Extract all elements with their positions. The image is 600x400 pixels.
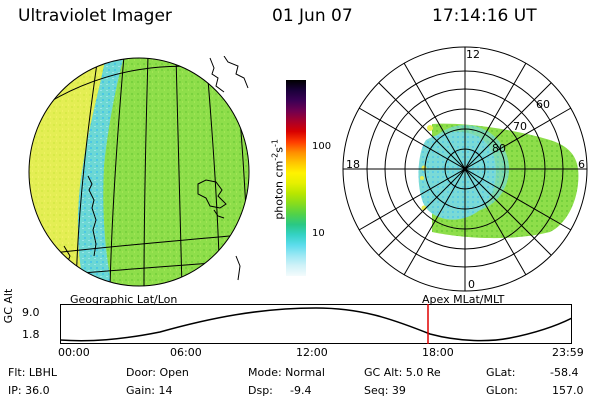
dsp-label: Dsp:	[248, 384, 273, 397]
lat-label-80: 80	[492, 142, 506, 155]
glon-label: GLon:	[486, 384, 518, 397]
mlt-label-0: 0	[468, 278, 475, 291]
left-panel-label: Geographic Lat/Lon	[70, 293, 178, 306]
color-scale-bar	[286, 80, 306, 276]
polar-plot	[342, 46, 588, 292]
time-tick-1800: 18:00	[422, 346, 454, 359]
lat-label-70: 70	[513, 120, 527, 133]
mlt-label-6: 6	[578, 158, 585, 171]
altitude-axis-label: GC Alt	[2, 288, 15, 324]
colorbar-unit: photon cm-2s-1	[270, 139, 286, 220]
gain-info: Gain: 14	[126, 384, 173, 397]
mode-info: Mode: Normal	[248, 366, 325, 379]
observation-date: 01 Jun 07	[272, 6, 353, 26]
instrument-title: Ultraviolet Imager	[18, 6, 172, 26]
filter-info: Flt: LBHL	[8, 366, 57, 379]
mlt-label-18: 18	[346, 158, 360, 171]
glon-value: 157.0	[552, 384, 584, 397]
coastline-outline	[209, 56, 249, 281]
dsp-value: -9.4	[290, 384, 312, 397]
colorbar-tick-10: 10	[312, 228, 325, 239]
lat-label-60: 60	[536, 98, 550, 111]
glat-label: GLat:	[486, 366, 516, 379]
geographic-image	[28, 57, 250, 287]
right-panel-label: Apex MLat/MLT	[422, 293, 505, 306]
altitude-tick-9: 9.0	[22, 306, 40, 319]
observation-time: 17:14:16 UT	[432, 6, 537, 26]
gc-alt-info: GC Alt: 5.0 Re	[364, 366, 441, 379]
ip-info: IP: 36.0	[8, 384, 50, 397]
time-tick-2359: 23:59	[552, 346, 584, 359]
altitude-plot	[60, 304, 572, 344]
mlt-label-12: 12	[466, 48, 480, 61]
altitude-tick-1.8: 1.8	[22, 328, 40, 341]
time-tick-0600: 06:00	[170, 346, 202, 359]
time-tick-1200: 12:00	[296, 346, 328, 359]
seq-info: Seq: 39	[364, 384, 406, 397]
colorbar-tick-100: 100	[312, 141, 332, 152]
time-tick-0000: 00:00	[58, 346, 90, 359]
door-info: Door: Open	[126, 366, 189, 379]
glat-value: -58.4	[550, 366, 579, 379]
